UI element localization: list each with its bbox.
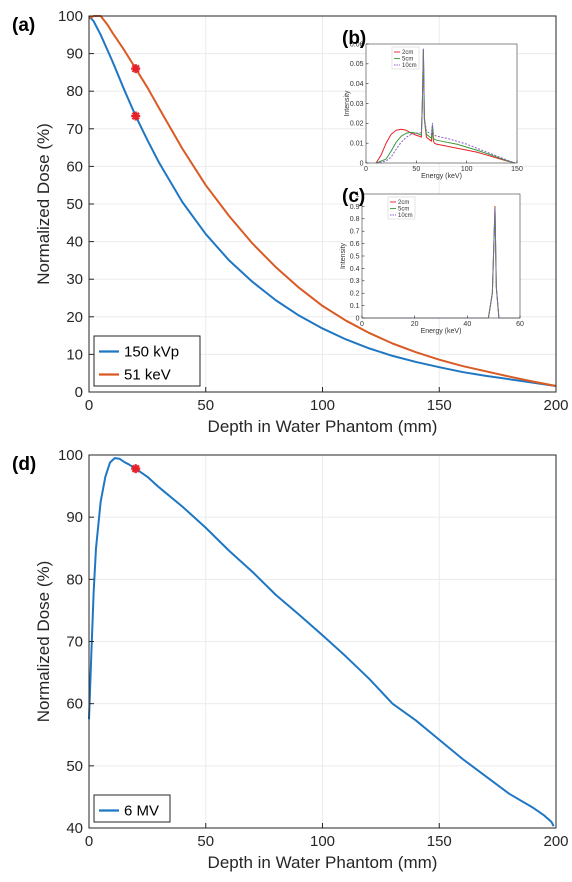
y-tick-label: 70 <box>66 121 83 138</box>
legend-entry: 2cm <box>402 50 413 56</box>
y-axis-label: Normalized Dose (%) <box>34 123 53 285</box>
y-tick-label: 50 <box>66 196 83 213</box>
x-tick-label: 50 <box>197 397 214 414</box>
x-tick-label: 150 <box>511 166 523 173</box>
x-axis-label: Energy (keV) <box>421 328 462 335</box>
x-tick-label: 200 <box>543 397 568 414</box>
x-tick-label: 60 <box>516 321 524 328</box>
y-tick-label: 0 <box>356 315 360 322</box>
x-tick-label: 100 <box>310 833 335 850</box>
panel-label: (c) <box>342 186 365 207</box>
panel-label: (d) <box>12 454 36 475</box>
y-tick-label: 1 <box>356 191 360 198</box>
x-tick-label: 150 <box>427 397 452 414</box>
plot-area <box>366 44 517 163</box>
x-tick-label: 0 <box>85 397 93 414</box>
y-tick-label: 100 <box>58 8 83 25</box>
y-axis-label: Normalized Dose (%) <box>34 561 53 723</box>
y-tick-label: 90 <box>66 509 83 526</box>
legend-entry: 150 kVp <box>124 344 179 361</box>
y-tick-label: 0.1 <box>350 303 360 310</box>
y-tick-label: 20 <box>66 309 83 326</box>
legend: 6 MV <box>93 794 171 823</box>
y-tick-label: 0.2 <box>350 291 360 298</box>
y-tick-label: 0.06 <box>350 41 364 48</box>
x-tick-label: 0 <box>85 833 93 850</box>
x-axis-label: Energy (keV) <box>421 173 462 180</box>
y-tick-label: 0.4 <box>350 266 360 273</box>
y-tick-label: 100 <box>58 447 83 464</box>
y-tick-label: 70 <box>66 634 83 651</box>
x-tick-label: 100 <box>461 166 473 173</box>
legend-entry: 10cm <box>398 213 413 219</box>
dose-marker <box>131 111 141 121</box>
dose-marker <box>131 64 141 74</box>
panel-label: (b) <box>342 28 366 49</box>
y-axis-label: Intensity <box>344 90 351 117</box>
y-tick-label: 60 <box>66 696 83 713</box>
legend-box <box>93 335 201 387</box>
chart-1: 0 50 100 150 0 0.01 0.02 0.03 0.04 0.05 0.06 Energy… <box>342 28 523 180</box>
y-tick-label: 0.9 <box>350 204 360 211</box>
y-tick-label: 0.8 <box>350 216 360 223</box>
y-tick-label: 80 <box>66 83 83 100</box>
x-tick-label: 40 <box>463 321 471 328</box>
plot-area <box>362 194 520 318</box>
series-line-6-mv <box>88 457 555 827</box>
y-tick-label: 90 <box>66 46 83 63</box>
series-line-10cm <box>375 47 516 164</box>
legend-box <box>387 196 416 220</box>
x-axis-label: Depth in Water Phantom (mm) <box>208 417 438 436</box>
legend-entry: 5cm <box>402 57 413 63</box>
x-tick-label: 50 <box>197 833 214 850</box>
x-tick-label: 20 <box>411 321 419 328</box>
x-tick-label: 150 <box>427 833 452 850</box>
y-tick-label: 0.7 <box>350 229 360 236</box>
dose-marker <box>131 464 141 474</box>
legend-entry: 2cm <box>398 200 409 206</box>
y-tick-label: 0.01 <box>350 141 364 148</box>
y-tick-label: 50 <box>66 758 83 775</box>
legend: 150 kVp 51 keV <box>93 335 201 387</box>
y-tick-label: 0.03 <box>350 101 364 108</box>
y-tick-label: 60 <box>66 158 83 175</box>
legend-entry: 6 MV <box>124 803 159 820</box>
y-tick-label: 10 <box>66 346 83 363</box>
y-tick-label: 0 <box>360 160 364 167</box>
y-tick-label: 0.3 <box>350 278 360 285</box>
y-tick-label: 0.04 <box>350 81 364 88</box>
series-line-5cm <box>375 49 516 164</box>
legend-entry: 5cm <box>398 207 409 213</box>
chart-2: 0 20 40 60 0 0.1 0.2 0.3 0.4 0.5 0.6 0.7 0.8 0.9 1 Ener… <box>340 186 524 335</box>
y-tick-label: 40 <box>66 820 83 837</box>
y-axis-label: Intensity <box>340 242 347 269</box>
x-tick-label: 0 <box>364 166 368 173</box>
x-tick-label: 200 <box>543 833 568 850</box>
y-tick-label: 0.02 <box>350 121 364 128</box>
legend-entry: 51 keV <box>124 367 171 384</box>
x-axis-label: Depth in Water Phantom (mm) <box>208 853 438 872</box>
y-tick-label: 0.5 <box>350 253 360 260</box>
series-line-51-kev <box>88 15 557 387</box>
legend-box <box>93 794 171 823</box>
legend-entry: 10cm <box>402 63 417 69</box>
y-tick-label: 30 <box>66 271 83 288</box>
y-tick-label: 80 <box>66 571 83 588</box>
y-tick-label: 0.6 <box>350 241 360 248</box>
x-tick-label: 0 <box>360 321 364 328</box>
chart-3: 0 50 100 150 200 40 50 60 70 80 90 100 Depth in Wate… <box>12 447 569 872</box>
x-tick-label: 100 <box>310 397 335 414</box>
y-tick-label: 40 <box>66 234 83 251</box>
y-tick-label: 0.05 <box>350 61 364 68</box>
panel-label: (a) <box>12 15 35 36</box>
x-tick-label: 50 <box>412 166 420 173</box>
legend-box <box>391 46 420 70</box>
y-tick-label: 0 <box>75 384 83 401</box>
series-line-150-kvp <box>88 15 557 387</box>
